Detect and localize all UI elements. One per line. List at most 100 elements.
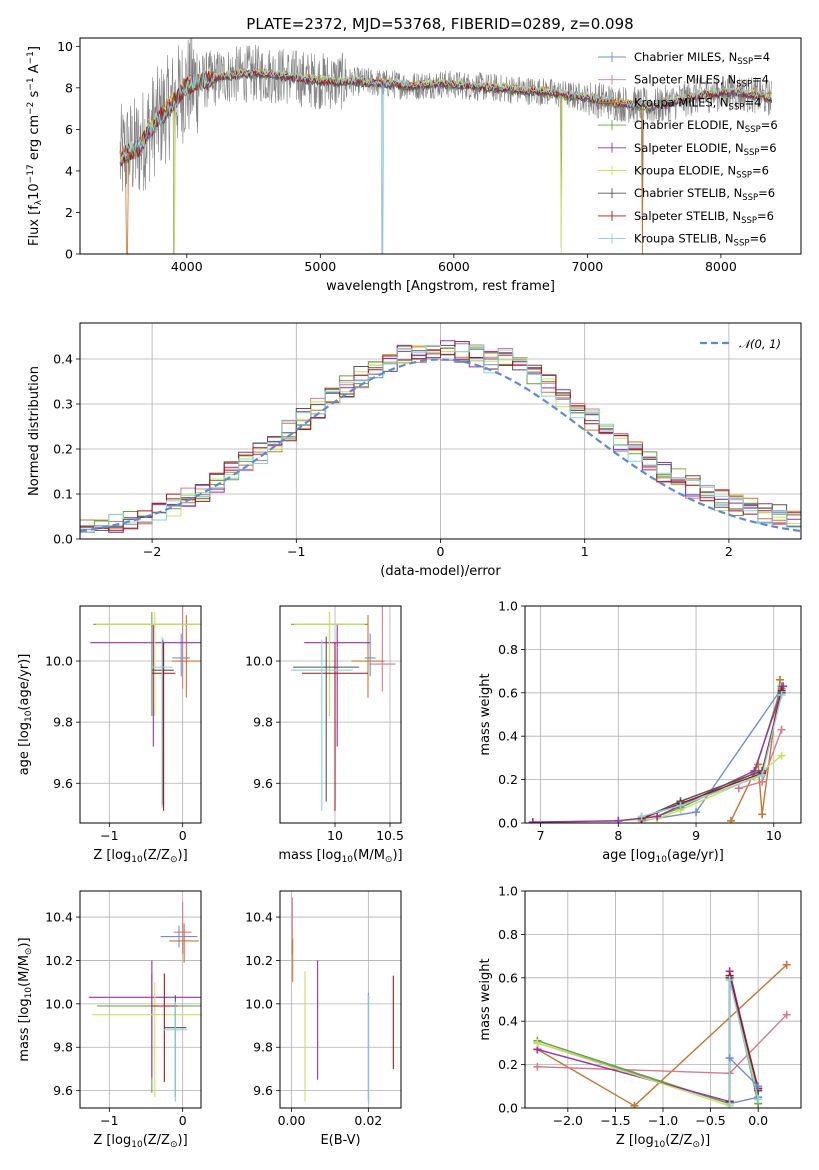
weight-marker-kroupa-stelib [754,1095,763,1104]
weight-marker-salpeter-elodie [779,682,788,691]
legend-entry: Salpeter ELODIE, NSSP=6 [634,141,777,158]
x-axis-label: age [log10(age/yr)] [602,848,724,865]
label-part: 10 [24,710,34,722]
legend-entry-name: Salpeter ELODIE, N [634,141,744,155]
y-tick-label: 0.2 [498,772,518,787]
label-part: )] [392,848,402,863]
legend-entry-sub: SSP [742,193,758,203]
plot-area [90,606,201,811]
y-tick-label: 8 [65,80,73,95]
label-part: 10 [131,1140,143,1150]
label-part: ⊙ [692,1140,700,1150]
axes-frame [79,37,802,255]
weight-marker-chabrier-miles [692,808,701,817]
histogram-salpeter-miles [80,348,801,533]
legend-entry-tail: =4 [744,95,761,109]
legend-entry-sub: SSP [736,171,752,181]
legend-entry-tail: =4 [752,73,769,87]
legend-entry: Kroupa ELODIE, NSSP=6 [634,164,769,181]
x-tick-label: −1 [287,544,305,559]
x-tick-label: 8 [614,828,622,843]
y-tick-label: 9.6 [53,776,73,791]
plot-area [80,340,801,533]
legend-entry-tail: =6 [760,141,777,155]
axes-frame [524,605,802,824]
y-tick-label: 0.2 [498,1057,518,1072]
y-tick-label: 1.0 [498,599,518,614]
y-tick-label: 0.4 [498,729,518,744]
label-part: mass [log [17,998,32,1061]
label-part: −1 [26,51,36,64]
x-tick-label: 0 [179,828,187,843]
label-part: (M/M [353,848,385,863]
x-axis-label: Z [log10(Z/Z⊙)] [93,1133,187,1150]
x-tick-label: −1 [100,828,118,843]
weight-marker-kroupa-miles [782,960,791,969]
label-part: Z [log [93,848,131,863]
label-part: 10 [24,987,34,999]
legend-entry-tail: =4 [753,50,770,64]
weight-marker-salpeter-elodie [528,818,537,823]
y-tick-label: 10.4 [45,910,73,925]
weight-line-salpeter-elodie [537,971,759,1103]
label-part: Z [log [616,1133,654,1148]
legend-entry: Chabrier STELIB, NSSP=6 [634,186,775,203]
weight-marker-salpeter-elodie [653,812,662,821]
x-tick-label: 10.5 [376,828,404,843]
x-tick-label: −1 [100,1113,118,1128]
label-part: −17 [26,164,36,183]
panel-mass-vs-EBV: 0.00 0.02 9.6 9.8 10.0 10.2 10.4 E(B-V) [245,890,402,1148]
x-axis-label: mass [log10(M/M⊙)] [278,848,402,865]
y-tick-label: 0.6 [498,685,518,700]
label-part: (Z/Z [665,1133,692,1148]
label-part: ⊙ [24,948,34,956]
y-tick-label: 0.4 [53,352,73,367]
x-axis-label: Z [log10(Z/Z⊙)] [93,848,187,865]
x-tick-label: −2 [143,544,161,559]
x-tick-label: 9 [692,828,700,843]
legend-entry-name: Chabrier STELIB, N [634,186,742,200]
axes-frame [79,890,202,1109]
legend-entry-sub: SSP [745,125,761,135]
legend-entry-sub: SSP [729,102,745,112]
legend-entry: Kroupa STELIB, NSSP=6 [634,232,766,249]
y-tick-label: 0.8 [498,642,518,657]
x-tick-label: 7000 [571,259,603,274]
y-tick-label: 9.8 [253,715,273,730]
label-part: (age/yr)] [17,654,32,711]
y-axis-label: mass weight [478,958,493,1040]
label-part: ⊙ [170,855,178,865]
label-part: ⊙ [170,1140,178,1150]
label-part: )] [700,1133,710,1148]
panel-mass-vs-Z: −1 09.69.810.010.210.4Z [log10(Z/Z⊙)]mass… [17,890,202,1150]
x-tick-label: 0.02 [354,1113,382,1128]
weight-marker-chabrier-miles [754,1082,763,1091]
legend-entry-name: Salpeter STELIB, N [634,209,741,223]
y-axis-label: mass [log10(M/M⊙)] [17,937,34,1061]
label-part: (Z/Z [143,1133,170,1148]
x-tick-label: 7 [537,828,545,843]
y-tick-label: 0.8 [498,927,518,942]
x-tick-label: 6000 [438,259,470,274]
weight-marker-salpeter-miles [782,1010,791,1019]
label-part: 10 [654,1140,666,1150]
y-axis-label: Flux [fλ10−17 erg cm−2 s−1 A−1] [26,46,44,246]
y-tick-label: 9.6 [253,776,273,791]
figure-title: PLATE=2372, MJD=53768, FIBERID=0289, z=0… [246,15,633,33]
axes-frame [79,605,202,824]
legend-entry: Salpeter STELIB, NSSP=6 [634,209,774,226]
plot-area [533,960,791,1108]
label-part: λ [34,199,44,205]
axes-frame [279,890,402,1109]
legend-entry-tail: =6 [761,118,778,132]
x-axis-label: wavelength [Angstrom, rest frame] [326,279,555,294]
weight-marker-kroupa-elodie [777,751,786,760]
panel-spectrum: 4000 5000 6000 7000 8000 0 2 4 6 8 10 wavelength [A… [26,37,802,294]
label-part: mass [log [278,848,341,863]
y-axis-label: age [log10(age/yr)] [17,654,34,776]
panel-massweight-vs-Z: −2.0 −1.5 −1.0 −0.5 0.0 0.0 0.2 0.4 0.6 0.8 1.0 Z [… [478,884,802,1150]
grid-lines [280,891,401,1108]
weight-marker-kroupa-stelib [676,801,685,810]
